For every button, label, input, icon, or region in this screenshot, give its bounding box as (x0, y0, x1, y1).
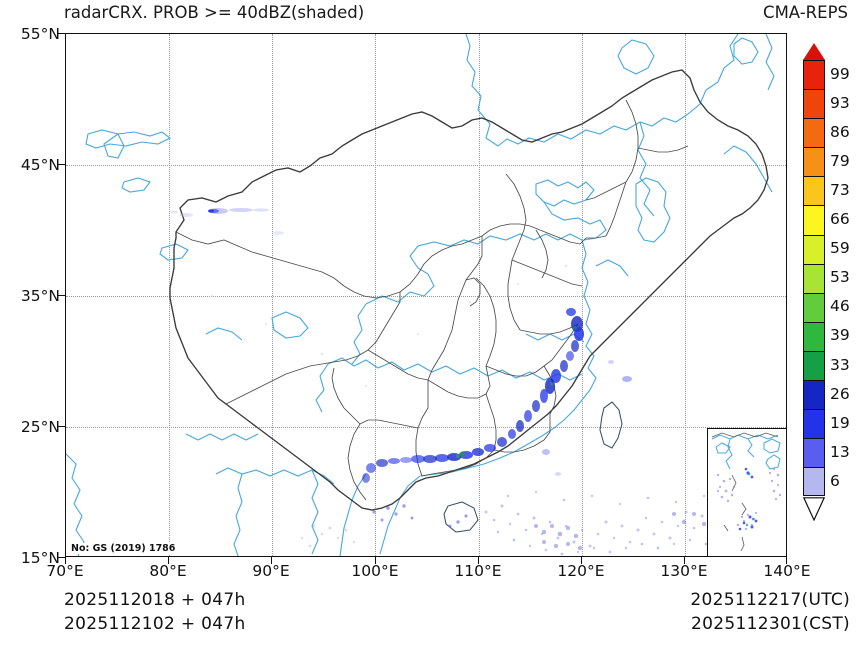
x-tick-mark (786, 557, 787, 564)
y-tick-mark (58, 426, 65, 427)
data-patch-south-china-sea (300, 490, 768, 556)
colorbar-over-arrow (803, 43, 825, 60)
colorbar-segment-26 (803, 380, 825, 410)
x-tick-label-120E: 120°E (557, 562, 605, 580)
x-tick-mark (581, 557, 582, 564)
colorbar-segment-73 (803, 176, 825, 206)
footer-init-time-cst: 2025112102 + 047h (64, 614, 246, 634)
colorbar-tick-53: 53 (830, 268, 850, 287)
data-patch-se-coast (362, 308, 584, 483)
colorbar-segment-66 (803, 205, 825, 235)
y-tick-mark (58, 557, 65, 558)
south-china-sea-inset (707, 428, 786, 556)
map-plot-area: No: GS (2019) 1786 (65, 33, 787, 557)
x-tick-mark (65, 557, 66, 564)
colorbar-tick-59: 59 (830, 239, 850, 258)
x-tick-label-110E: 110°E (454, 562, 502, 580)
gridline-lat-35 (66, 296, 786, 297)
x-tick-mark (375, 557, 376, 564)
footer-init-time-utc: 2025112018 + 047h (64, 590, 246, 610)
colorbar-segment-33 (803, 350, 825, 381)
footer-valid-time-cst: 2025112301(CST) (691, 614, 850, 634)
x-tick-mark (168, 557, 169, 564)
gridline-lon-90 (272, 34, 274, 556)
colorbar-tick-46: 46 (830, 297, 850, 316)
colorbar-tick-66: 66 (830, 210, 850, 229)
national-border-layer (169, 69, 769, 511)
y-tick-mark (58, 33, 65, 34)
x-tick-label-140E: 140°E (763, 562, 811, 580)
colorbar-tick-13: 13 (830, 442, 850, 461)
colorbar-tick-39: 39 (830, 326, 850, 345)
data-patch-trace (210, 264, 568, 388)
colorbar-segment-86 (803, 118, 825, 148)
y-tick-label-25N: 25°N (20, 418, 60, 436)
colorbar-tick-99: 99 (830, 64, 850, 83)
x-tick-mark (478, 557, 479, 564)
colorbar-tick-26: 26 (830, 384, 850, 403)
inset-geography (711, 432, 782, 552)
gridline-lat-45 (66, 165, 786, 166)
y-tick-label-55N: 55°N (20, 25, 60, 43)
colorbar-segment-79 (803, 147, 825, 177)
y-tick-mark (58, 164, 65, 165)
colorbar-tick-93: 93 (830, 93, 850, 112)
chart-title: radarCRX. PROB >= 40dBZ(shaded) (64, 3, 365, 22)
province-border-layer (175, 99, 689, 533)
x-tick-mark (684, 557, 685, 564)
colorbar-segment-19 (803, 409, 825, 439)
y-tick-mark (58, 295, 65, 296)
data-patch-xinjiang (170, 208, 284, 235)
y-tick-label-35N: 35°N (20, 287, 60, 305)
colorbar-segment-53 (803, 263, 825, 293)
colorbar-segment-13 (803, 438, 825, 468)
footer-valid-time-utc: 2025112217(UTC) (690, 590, 850, 610)
gridline-lon-130 (684, 34, 686, 556)
colorbar-tick-79: 79 (830, 151, 850, 170)
x-tick-mark (271, 557, 272, 564)
x-tick-label-130E: 130°E (660, 562, 708, 580)
colorbar-segment-59 (803, 234, 825, 264)
gridline-lon-120 (581, 34, 583, 556)
colorbar-tick-6: 6 (830, 471, 840, 490)
colorbar-tick-73: 73 (830, 180, 850, 199)
map-geography (66, 34, 775, 556)
x-tick-label-90E: 90°E (252, 562, 290, 580)
y-tick-label-45N: 45°N (20, 156, 60, 174)
colorbar (803, 60, 825, 497)
gs-approval-watermark: No: GS (2019) 1786 (69, 543, 178, 554)
model-label: CMA-REPS (763, 3, 848, 22)
gridline-lon-100 (375, 34, 377, 556)
colorbar-tick-86: 86 (830, 122, 850, 141)
colorbar-segment-39 (803, 321, 825, 351)
colorbar-segment-93 (803, 89, 825, 119)
data-patch-offshore (542, 360, 632, 476)
x-tick-label-80E: 80°E (149, 562, 187, 580)
colorbar-segment-6 (803, 467, 825, 497)
colorbar-segment-46 (803, 292, 825, 322)
colorbar-segment-99 (803, 60, 825, 90)
colorbar-tick-19: 19 (830, 413, 850, 432)
gridline-lat-25 (66, 427, 786, 428)
colorbar-under-arrow-outline (803, 496, 825, 521)
colorbar-tick-33: 33 (830, 355, 850, 374)
y-tick-label-15N: 15°N (20, 549, 60, 567)
x-tick-label-70E: 70°E (46, 562, 84, 580)
x-tick-label-100E: 100°E (351, 562, 399, 580)
